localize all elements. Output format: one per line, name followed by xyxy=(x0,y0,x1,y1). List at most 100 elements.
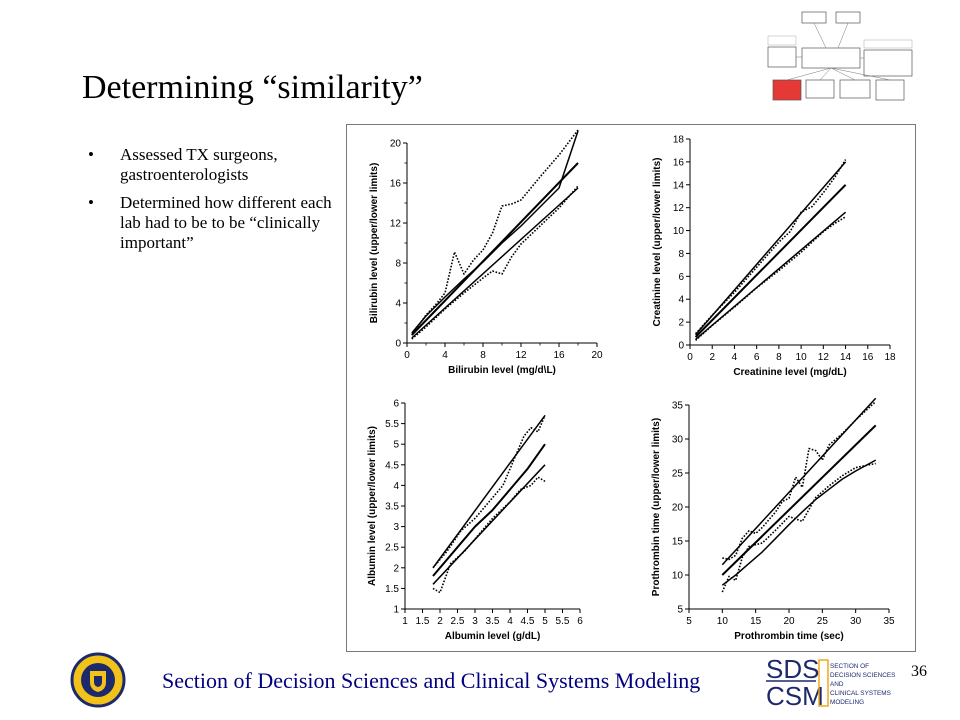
sds-logo-text: SDS xyxy=(766,654,819,684)
x-tick-label: 10 xyxy=(717,616,729,627)
x-tick-label: 20 xyxy=(783,616,795,627)
bullet-list: Assessed TX surgeons, gastroenterologist… xyxy=(88,145,338,261)
y-tick-label: 30 xyxy=(672,435,684,446)
y-tick-label: 10 xyxy=(672,571,684,582)
series-line-5 xyxy=(695,216,847,341)
series-line-1 xyxy=(411,130,579,334)
sds-csm-logo-icon: SDS CSM SECTION OF DECISION SCIENCES AND… xyxy=(766,654,895,708)
x-tick-label: 1.5 xyxy=(416,616,430,627)
university-seal-icon xyxy=(70,652,126,708)
y-tick-label: 12 xyxy=(673,203,685,214)
y-tick-label: 1.5 xyxy=(385,584,399,595)
chart-panel-1: 0 4 8 12 16 20 0 4 8 12 16 20 Bilirubin level (mg/d\… xyxy=(369,129,603,376)
series-line-4 xyxy=(695,159,847,335)
y-tick-label: 0 xyxy=(678,341,684,352)
sds-word-4: CLINICAL SYSTEMS xyxy=(830,690,891,697)
y-tick-label: 5 xyxy=(393,440,399,451)
x-tick-label: 4 xyxy=(442,350,448,361)
x-tick-label: 4 xyxy=(507,616,513,627)
y-tick-label: 35 xyxy=(672,401,684,412)
y-axis-title: Bilirubin level (upper/lower limits) xyxy=(369,163,380,324)
x-tick-label: 16 xyxy=(862,352,874,363)
y-tick-label: 14 xyxy=(673,180,685,191)
x-tick-label: 4 xyxy=(732,352,738,363)
lab-comparison-figure: 0 4 8 12 16 20 0 4 8 12 16 20 Bilirubin level (mg/d\… xyxy=(346,124,916,652)
series-line-2 xyxy=(694,184,847,338)
bullet-item-clinically-important: Determined how different each lab had to… xyxy=(88,193,338,253)
y-tick-label: 4 xyxy=(393,481,399,492)
sds-word-5: MODELING xyxy=(830,699,864,706)
series-line-1 xyxy=(695,161,847,336)
x-tick-label: 5 xyxy=(542,616,548,627)
x-tick-label: 2 xyxy=(709,352,715,363)
x-tick-label: 3.5 xyxy=(486,616,500,627)
sds-word-2: DECISION SCIENCES xyxy=(830,672,895,679)
flowchart-thumbnail-icon xyxy=(767,11,913,101)
x-tick-label: 8 xyxy=(480,350,486,361)
x-tick-label: 6 xyxy=(577,616,583,627)
x-axis-title: Albumin level (g/dL) xyxy=(445,631,541,642)
y-tick-label: 2.5 xyxy=(385,543,399,554)
y-tick-label: 15 xyxy=(672,537,684,548)
x-tick-label: 15 xyxy=(750,616,762,627)
y-axis-title: Albumin level (upper/lower limits) xyxy=(367,426,378,586)
series-line-4 xyxy=(722,401,877,561)
x-tick-label: 12 xyxy=(515,350,527,361)
series-line-2 xyxy=(411,162,579,336)
series-line-1 xyxy=(721,397,877,566)
footer-text: Section of Decision Sciences and Clinica… xyxy=(162,668,701,693)
x-tick-label: 3 xyxy=(472,616,478,627)
x-tick-label: 20 xyxy=(591,350,603,361)
series-line-3 xyxy=(721,459,877,586)
series-line-2 xyxy=(432,443,546,577)
page-number: 36 xyxy=(911,663,927,680)
x-tick-label: 16 xyxy=(553,350,565,361)
y-tick-label: 6 xyxy=(678,272,684,283)
y-tick-label: 3.5 xyxy=(385,502,399,513)
series-line-3 xyxy=(432,464,546,585)
y-tick-label: 5.5 xyxy=(385,419,399,430)
y-tick-label: 2 xyxy=(393,563,399,574)
y-tick-label: 4 xyxy=(395,299,401,310)
y-tick-label: 2 xyxy=(678,318,684,329)
y-tick-label: 25 xyxy=(672,469,684,480)
x-axis-title: Prothrombin time (sec) xyxy=(734,631,843,642)
y-tick-label: 4 xyxy=(678,295,684,306)
x-tick-label: 12 xyxy=(818,352,830,363)
bullet-item-surgeons: Assessed TX surgeons, gastroenterologist… xyxy=(88,145,338,185)
y-axis-title: Creatinine level (upper/lower limits) xyxy=(652,158,663,327)
x-tick-label: 2 xyxy=(437,616,443,627)
chart-panel-2: 0 2 4 6 8 10 12 14 16 18 0 2 4 6 8 10 12 14 16 18 Creatinine… xyxy=(652,135,896,379)
chart-panel-4: 5 10 15 20 25 30 35 5 10 15 20 25 30 35 Prothrombin ti… xyxy=(651,397,895,642)
x-tick-label: 5.5 xyxy=(556,616,570,627)
x-tick-label: 1 xyxy=(402,616,408,627)
csm-logo-text: CSM xyxy=(766,681,824,708)
y-tick-label: 12 xyxy=(390,219,402,230)
series-line-1 xyxy=(432,414,546,569)
y-tick-label: 5 xyxy=(677,605,683,616)
x-tick-label: 10 xyxy=(796,352,808,363)
x-tick-label: 4.5 xyxy=(521,616,535,627)
slide-title: Determining “similarity” xyxy=(82,69,423,106)
y-tick-label: 10 xyxy=(673,226,685,237)
x-tick-label: 8 xyxy=(776,352,782,363)
y-tick-label: 8 xyxy=(395,259,401,270)
y-tick-label: 8 xyxy=(678,249,684,260)
sds-word-3: AND xyxy=(830,681,844,688)
y-tick-label: 4.5 xyxy=(385,460,399,471)
series-line-3 xyxy=(411,187,579,339)
x-axis-title: Bilirubin level (mg/d\L) xyxy=(448,365,556,376)
x-tick-label: 14 xyxy=(840,352,852,363)
y-tick-label: 16 xyxy=(390,179,402,190)
series-line-5 xyxy=(432,476,546,594)
x-tick-label: 18 xyxy=(884,352,896,363)
x-tick-label: 35 xyxy=(883,616,895,627)
y-tick-label: 0 xyxy=(395,339,401,350)
y-tick-label: 3 xyxy=(393,522,399,533)
y-tick-label: 20 xyxy=(390,139,402,150)
x-tick-label: 0 xyxy=(687,352,693,363)
x-tick-label: 2.5 xyxy=(451,616,465,627)
y-tick-label: 20 xyxy=(672,503,684,514)
series-line-5 xyxy=(721,462,876,593)
